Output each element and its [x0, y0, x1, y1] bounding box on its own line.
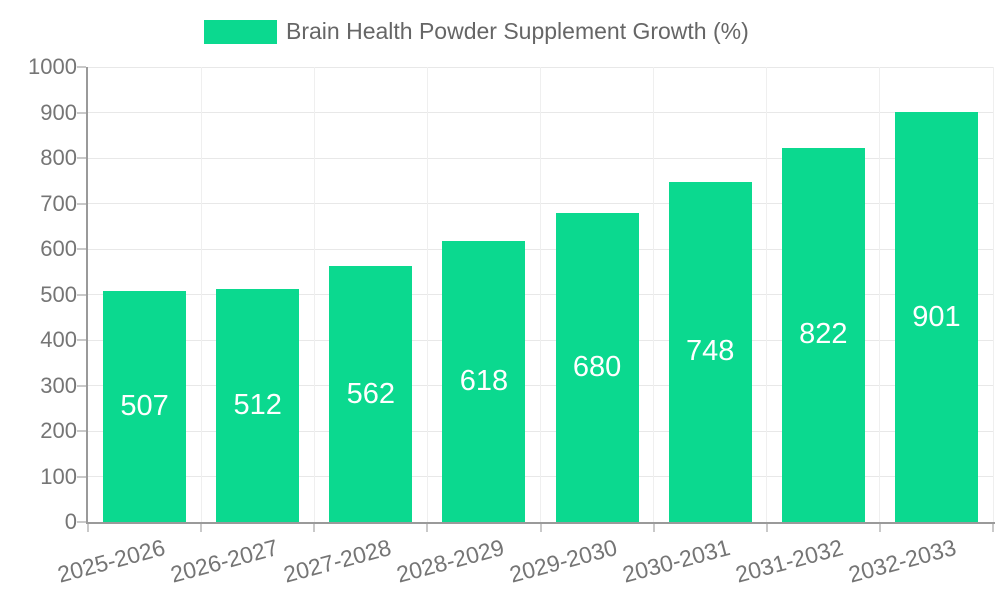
x-axis-label: 2031-2032 [733, 534, 847, 588]
v-gridline [653, 67, 655, 522]
y-axis-label: 600 [40, 236, 77, 261]
y-axis-tick [77, 475, 86, 478]
y-axis-tick [77, 384, 86, 387]
x-axis-label: 2025-2026 [54, 534, 168, 588]
x-axis-tick [765, 522, 768, 532]
v-gridline [879, 67, 881, 522]
y-axis-label: 1000 [28, 54, 77, 79]
y-axis-line [86, 67, 88, 524]
bar-value-label: 822 [799, 318, 848, 351]
bar[interactable]: 822 [781, 147, 865, 522]
bar[interactable]: 507 [103, 291, 187, 522]
y-axis-label: 0 [64, 509, 77, 534]
x-axis-label: 2026-2027 [167, 534, 281, 588]
y-axis-tick [77, 430, 86, 432]
bar-value-label: 562 [346, 377, 395, 410]
x-axis-tick [539, 522, 542, 532]
v-gridline [426, 67, 428, 522]
x-axis-label: 2027-2028 [280, 534, 394, 588]
legend-label: Brain Health Powder Supplement Growth (%… [286, 18, 749, 44]
y-axis-label: 400 [40, 327, 77, 352]
v-gridline [200, 67, 202, 522]
x-axis-label: 2032-2033 [846, 534, 960, 588]
y-axis-tick [77, 293, 86, 296]
v-gridline [766, 67, 768, 522]
v-gridline [313, 67, 315, 522]
bar-value-label: 618 [459, 364, 509, 397]
x-axis-tick [426, 522, 429, 532]
bar-value-label: 901 [912, 300, 961, 333]
y-axis-tick [77, 66, 86, 68]
x-axis-line [86, 522, 995, 524]
x-axis-tick [652, 522, 655, 532]
bar[interactable]: 512 [216, 289, 300, 522]
x-axis-tick [878, 522, 881, 532]
x-axis-label: 2028-2029 [393, 534, 507, 588]
bar[interactable]: 748 [668, 181, 752, 522]
y-axis-label: 300 [40, 372, 77, 398]
y-axis-label: 700 [40, 190, 77, 216]
bar[interactable]: 680 [555, 212, 639, 522]
x-axis-tick [87, 522, 89, 532]
legend-swatch-icon [204, 19, 277, 44]
bar[interactable]: 562 [329, 266, 413, 522]
v-gridline [540, 67, 541, 522]
bar-value-label: 507 [120, 390, 169, 423]
y-axis-tick [77, 111, 86, 114]
y-axis-tick [77, 202, 86, 205]
y-axis-label: 800 [40, 145, 77, 170]
y-axis-label: 200 [40, 418, 77, 443]
x-axis-label: 2029-2030 [506, 534, 620, 588]
x-axis-tick [200, 522, 203, 532]
y-axis-label: 500 [40, 281, 77, 307]
x-axis-label: 2030-2031 [619, 534, 733, 588]
bar-value-label: 680 [572, 350, 622, 383]
legend-item[interactable]: Brain Health Powder Supplement Growth (%… [204, 18, 749, 45]
y-axis-label: 900 [40, 99, 77, 125]
bar[interactable]: 901 [894, 112, 978, 522]
bar-value-label: 748 [685, 335, 735, 368]
bar-value-label: 512 [233, 389, 282, 421]
y-axis-tick [77, 521, 86, 523]
y-axis-tick [77, 248, 86, 250]
bar[interactable]: 618 [442, 240, 526, 522]
y-axis-tick [77, 157, 86, 159]
x-axis-tick [313, 522, 316, 532]
x-axis-tick [992, 522, 994, 532]
y-axis-label: 100 [40, 463, 77, 489]
y-axis-tick [77, 339, 86, 341]
v-gridline [992, 67, 994, 522]
